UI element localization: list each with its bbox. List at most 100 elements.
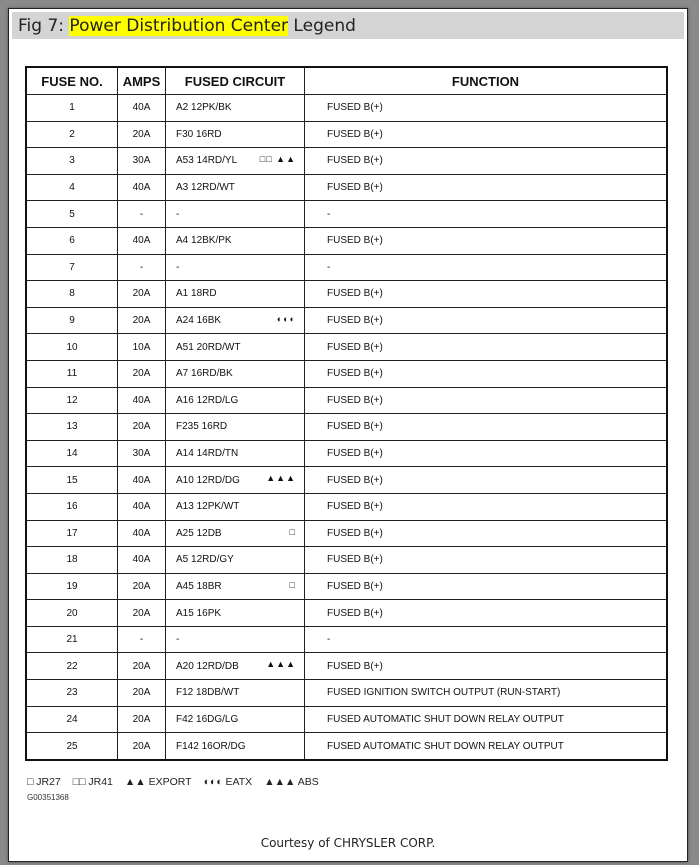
legend-item: □ JR27 bbox=[27, 776, 61, 788]
fuse-number: 16 bbox=[25, 492, 118, 521]
circuit-code: A1 18RD bbox=[176, 288, 217, 300]
circuit-cell: A24 16BK ◐◐◐ bbox=[165, 306, 305, 335]
circuit-cell: A15 16PK bbox=[165, 599, 305, 627]
figure-code: G00351368 bbox=[27, 793, 69, 802]
amps-cell: 20A bbox=[117, 679, 166, 707]
circuit-code: F30 16RD bbox=[176, 128, 222, 140]
function-cell: FUSED IGNITION SWITCH OUTPUT (RUN-START) bbox=[304, 679, 668, 707]
circuit-code: A51 20RD/WT bbox=[176, 341, 241, 353]
table-row: 17 40A A25 12DB □ FUSED B(+) bbox=[25, 519, 668, 548]
fuse-number: 21 bbox=[25, 625, 118, 654]
table-row: 7--- bbox=[25, 253, 668, 282]
circuit-code: A3 12RD/WT bbox=[176, 182, 235, 194]
circuit-cell: - bbox=[165, 625, 305, 654]
circuit-code: A25 12DB bbox=[176, 527, 222, 539]
circuit-code: - bbox=[176, 208, 180, 220]
function-cell: - bbox=[304, 625, 668, 654]
function-cell: FUSED B(+) bbox=[304, 386, 668, 415]
circuit-code: A14 14RD/TN bbox=[176, 448, 239, 460]
figure-title-bar: Fig 7: Power Distribution Center Legend bbox=[12, 12, 684, 39]
circuit-code: A45 18BR bbox=[176, 580, 222, 592]
circuit-cell: A20 12RD/DB ▲▲▲ bbox=[165, 652, 305, 681]
function-cell: FUSED B(+) bbox=[304, 226, 668, 255]
amps-cell: 40A bbox=[117, 173, 166, 202]
function-cell: FUSED B(+) bbox=[304, 280, 668, 308]
table-row: 4 40A A3 12RD/WT FUSED B(+) bbox=[25, 173, 668, 202]
circuit-code: A2 12PK/BK bbox=[176, 102, 232, 114]
fuse-number: 22 bbox=[25, 652, 118, 681]
title-prefix: Fig 7: bbox=[18, 16, 70, 36]
function-cell: FUSED B(+) bbox=[304, 306, 668, 335]
circuit-code: A16 12RD/LG bbox=[176, 394, 239, 406]
table-row: 24 20A F42 16DG/LG FUSED AUTOMATIC SHUT DOW… bbox=[25, 705, 668, 734]
amps-cell: 20A bbox=[117, 413, 166, 441]
amps-cell: 20A bbox=[117, 599, 166, 627]
circuit-code: F42 16DG/LG bbox=[176, 713, 239, 725]
amps-cell: 40A bbox=[117, 546, 166, 574]
amps-cell: 10A bbox=[117, 333, 166, 361]
option-symbol: ◐◐◐ bbox=[276, 313, 296, 324]
circuit-cell: - bbox=[165, 253, 305, 282]
circuit-cell: A25 12DB □ bbox=[165, 519, 305, 548]
function-cell: FUSED B(+) bbox=[304, 359, 668, 388]
circuit-cell: A13 12PK/WT bbox=[165, 492, 305, 521]
fuse-number: 7 bbox=[25, 253, 118, 282]
fuse-number: 4 bbox=[25, 173, 118, 202]
function-cell: - bbox=[304, 253, 668, 282]
function-cell: FUSED AUTOMATIC SHUT DOWN RELAY OUTPUT bbox=[304, 705, 668, 734]
figure-title: Fig 7: Power Distribution Center Legend bbox=[18, 16, 356, 36]
amps-cell: 30A bbox=[117, 439, 166, 468]
circuit-code: A15 16PK bbox=[176, 607, 222, 619]
circuit-code: A5 12RD/GY bbox=[176, 554, 234, 566]
circuit-cell: A3 12RD/WT bbox=[165, 173, 305, 202]
circuit-cell: A4 12BK/PK bbox=[165, 226, 305, 255]
legend-item: ▲▲ EXPORT bbox=[124, 776, 192, 788]
function-cell: FUSED B(+) bbox=[304, 466, 668, 494]
title-highlight: Power Distribution Center bbox=[69, 16, 289, 36]
legend-item: ▲▲▲ ABS bbox=[264, 776, 319, 788]
circuit-cell: F12 18DB/WT bbox=[165, 679, 305, 707]
fuse-number: 2 bbox=[25, 120, 118, 149]
circuit-code: A53 14RD/YL bbox=[176, 155, 238, 167]
function-cell: FUSED B(+) bbox=[304, 439, 668, 468]
title-suffix: Legend bbox=[288, 16, 356, 36]
circuit-code: - bbox=[176, 261, 180, 273]
table-row: 9 20A A24 16BK ◐◐◐ FUSED B(+) bbox=[25, 306, 668, 335]
fuse-number: 17 bbox=[25, 519, 118, 548]
amps-cell: 40A bbox=[117, 519, 166, 548]
function-cell: - bbox=[304, 200, 668, 228]
document-page: Fig 7: Power Distribution Center Legend … bbox=[8, 8, 688, 862]
amps-cell: 20A bbox=[117, 705, 166, 734]
table-row: 25 20A F142 16OR/DG FUSED AUTOMATIC SHUT DO… bbox=[25, 732, 668, 761]
legend-item: □□ JR41 bbox=[72, 776, 113, 788]
function-cell: FUSED B(+) bbox=[304, 147, 668, 175]
column-header: FUSE NO. bbox=[25, 66, 118, 95]
circuit-code: A7 16RD/BK bbox=[176, 368, 233, 380]
circuit-cell: F142 16OR/DG bbox=[165, 732, 305, 761]
amps-cell: - bbox=[117, 200, 166, 228]
function-cell: FUSED B(+) bbox=[304, 492, 668, 521]
table-row: 18 40A A5 12RD/GY FUSED B(+) bbox=[25, 546, 668, 574]
fuse-number: 9 bbox=[25, 306, 118, 335]
amps-cell: 20A bbox=[117, 732, 166, 761]
table-row: 14 30A A14 14RD/TN FUSED B(+) bbox=[25, 439, 668, 468]
fuse-number: 3 bbox=[25, 147, 118, 175]
circuit-cell: A1 18RD bbox=[165, 280, 305, 308]
amps-cell: 20A bbox=[117, 359, 166, 388]
table-row: 12 40A A16 12RD/LG FUSED B(+) bbox=[25, 386, 668, 415]
table-row: 13 20A F235 16RD FUSED B(+) bbox=[25, 413, 668, 441]
circuit-cell: F235 16RD bbox=[165, 413, 305, 441]
amps-cell: 40A bbox=[117, 466, 166, 494]
fuse-number: 20 bbox=[25, 599, 118, 627]
table-row: 5--- bbox=[25, 200, 668, 228]
fuse-number: 19 bbox=[25, 572, 118, 601]
fuse-number: 13 bbox=[25, 413, 118, 441]
legend-item: ◐◐◐ EATX bbox=[203, 776, 253, 788]
fuse-number: 24 bbox=[25, 705, 118, 734]
fuse-number: 6 bbox=[25, 226, 118, 255]
circuit-code: A24 16BK bbox=[176, 315, 222, 327]
function-cell: FUSED B(+) bbox=[304, 94, 668, 122]
circuit-code: A20 12RD/DB bbox=[176, 660, 239, 672]
symbol-legend: □ JR27 □□ JR41 ▲▲ EXPORT ◐◐◐ EATX ▲▲▲ ABS bbox=[27, 776, 331, 788]
fuse-number: 5 bbox=[25, 200, 118, 228]
